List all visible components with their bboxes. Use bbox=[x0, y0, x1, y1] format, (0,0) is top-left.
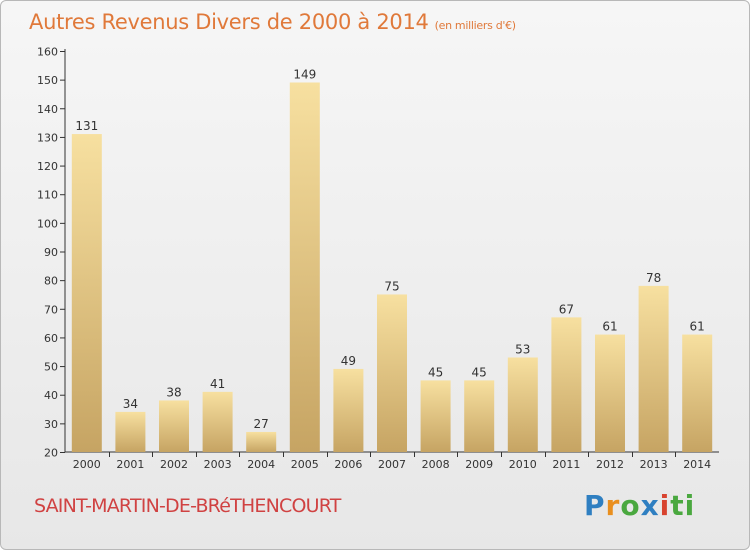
y-tick-label: 70 bbox=[44, 303, 58, 316]
bar bbox=[464, 380, 495, 452]
bar bbox=[377, 294, 407, 452]
bar-value-label: 38 bbox=[166, 385, 181, 399]
y-tick-label: 30 bbox=[44, 418, 58, 431]
bar bbox=[551, 317, 582, 452]
y-tick-label: 110 bbox=[37, 189, 58, 202]
logo-letter: P bbox=[584, 489, 606, 522]
x-tick-label: 2000 bbox=[73, 458, 101, 471]
y-tick-label: 100 bbox=[37, 217, 58, 230]
bar bbox=[115, 411, 146, 452]
y-tick-label: 130 bbox=[37, 131, 58, 144]
logo-letter: o bbox=[620, 489, 641, 522]
bar-value-label: 34 bbox=[123, 397, 138, 411]
bar-value-label: 131 bbox=[75, 119, 98, 133]
x-tick-label: 2001 bbox=[116, 458, 144, 471]
y-tick-label: 120 bbox=[37, 160, 58, 173]
bar bbox=[71, 134, 102, 453]
x-tick-label: 2009 bbox=[465, 458, 493, 471]
bar-value-label: 49 bbox=[341, 354, 356, 368]
logo-letter: x bbox=[640, 489, 660, 522]
bar bbox=[682, 334, 713, 452]
x-tick-label: 2012 bbox=[596, 458, 624, 471]
bar bbox=[507, 357, 538, 452]
bar-value-label: 67 bbox=[559, 302, 574, 316]
bar bbox=[420, 380, 451, 452]
x-tick-label: 2007 bbox=[378, 458, 406, 471]
commune-name: SAINT-MARTIN-DE-BRéTHENCOURT bbox=[34, 495, 341, 517]
y-tick-label: 50 bbox=[44, 361, 58, 374]
x-tick-label: 2005 bbox=[291, 458, 319, 471]
bar bbox=[289, 82, 320, 452]
y-tick-label: 160 bbox=[37, 46, 58, 59]
bar bbox=[159, 400, 189, 452]
y-tick-label: 140 bbox=[37, 103, 58, 116]
bar bbox=[595, 334, 625, 452]
x-tick-label: 2004 bbox=[247, 458, 275, 471]
x-tick-label: 2002 bbox=[160, 458, 188, 471]
y-tick-label: 20 bbox=[44, 447, 58, 460]
x-tick-label: 2013 bbox=[640, 458, 668, 471]
x-tick-label: 2003 bbox=[204, 458, 232, 471]
x-tick-label: 2006 bbox=[334, 458, 362, 471]
x-tick-label: 2011 bbox=[552, 458, 580, 471]
chart-unit: (en milliers d'€) bbox=[434, 19, 516, 32]
bar-value-label: 61 bbox=[690, 320, 705, 334]
chart-title-text: Autres Revenus Divers de 2000 à 2014 bbox=[29, 10, 429, 34]
x-tick-label: 2008 bbox=[422, 458, 450, 471]
bar-value-label: 149 bbox=[293, 68, 316, 82]
x-tick-label: 2014 bbox=[683, 458, 711, 471]
bar-value-label: 27 bbox=[254, 417, 269, 431]
bar-value-label: 61 bbox=[602, 320, 617, 334]
bar bbox=[638, 285, 669, 452]
bar bbox=[202, 391, 233, 452]
logo-letter: i bbox=[659, 489, 671, 522]
proxiti-logo: Proxiti bbox=[584, 489, 695, 522]
bar-value-label: 45 bbox=[472, 365, 487, 379]
bar bbox=[246, 431, 277, 452]
y-tick-label: 60 bbox=[44, 332, 58, 345]
bar-value-label: 45 bbox=[428, 365, 443, 379]
logo-letter: ti bbox=[670, 489, 696, 522]
x-axis: 2000 2001 2002 2003 2004 2005 2006 2007 2008 2009… bbox=[65, 451, 719, 471]
chart-title: Autres Revenus Divers de 2000 à 2014 (en … bbox=[29, 10, 516, 34]
bars-group: 131 34 38 41 27 149 49 75 45 45 53 67 61 78 61 bbox=[71, 68, 713, 453]
y-tick-label: 150 bbox=[37, 74, 58, 87]
logo-letter: r bbox=[605, 489, 621, 522]
y-tick-label: 80 bbox=[44, 275, 58, 288]
bar-value-label: 78 bbox=[646, 271, 661, 285]
bar bbox=[333, 368, 364, 452]
bar-value-label: 41 bbox=[210, 377, 225, 391]
x-tick-label: 2010 bbox=[509, 458, 537, 471]
bar-value-label: 75 bbox=[384, 279, 399, 293]
y-axis: 20 30 40 50 60 70 80 90 100 110 120 130 140 150 160 bbox=[37, 46, 66, 460]
y-tick-label: 40 bbox=[44, 389, 58, 402]
bar-value-label: 53 bbox=[515, 342, 530, 356]
y-tick-label: 90 bbox=[44, 246, 58, 259]
